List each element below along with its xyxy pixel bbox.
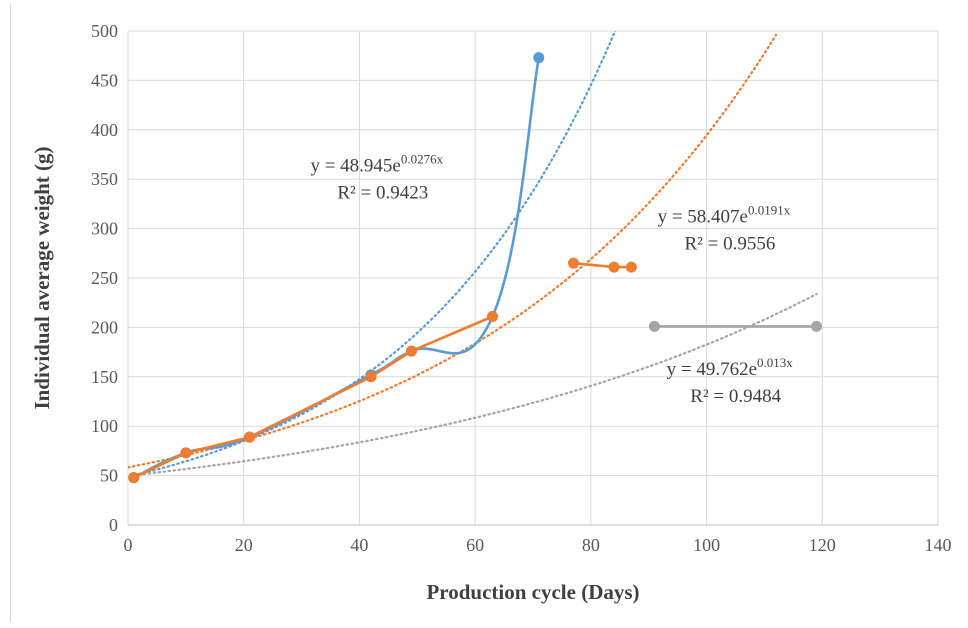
series-1-point <box>406 345 417 357</box>
y-tick-label: 500 <box>91 21 118 41</box>
y-tick-label: 350 <box>91 169 118 189</box>
r2-blue: R² = 0.9423 <box>337 182 428 203</box>
series-1-point <box>568 257 579 269</box>
trendline-0 <box>132 31 617 477</box>
x-tick-label: 100 <box>693 535 720 555</box>
y-tick-label: 50 <box>100 466 118 486</box>
y-tick-label: 450 <box>91 70 118 90</box>
x-tick-label: 0 <box>124 535 133 555</box>
trendline-2 <box>132 293 818 477</box>
growth-chart: 0 50 100 150 200 250 300 350 400 450 500 0 20 40 60 80 1… <box>30 21 952 604</box>
y-tick-label: 150 <box>91 367 118 387</box>
y-axis-title: Individual average weight (g) <box>30 146 54 409</box>
trend-equations: y = 48.945e0.0276x R² = 0.9423 y = 58.40… <box>310 151 793 407</box>
series-2-point <box>811 320 822 332</box>
r2-orange: R² = 0.9556 <box>685 234 776 255</box>
series-1-line-0 <box>133 315 494 479</box>
equation-orange: y = 58.407e0.0191x <box>658 203 791 228</box>
chart-frame: 0 50 100 150 200 250 300 350 400 450 500 0 20 40 60 80 1… <box>10 4 963 622</box>
data-series <box>128 52 822 484</box>
x-tick-label: 140 <box>925 535 952 555</box>
y-tick-label: 400 <box>91 120 118 140</box>
y-tick-label: 100 <box>91 416 118 436</box>
series-1-point <box>625 261 637 273</box>
series-1-point <box>128 472 140 484</box>
axis-ticks: 0 50 100 150 200 250 300 350 400 450 500 0 20 40 60 80 1… <box>91 21 952 555</box>
series-1-point <box>365 371 377 383</box>
y-tick-label: 0 <box>109 515 118 535</box>
x-tick-label: 80 <box>582 535 600 555</box>
equation-blue: y = 48.945e0.0276x <box>310 151 443 176</box>
series-1-point <box>244 431 255 443</box>
series-1-point <box>608 261 620 273</box>
trendline-1 <box>128 33 778 469</box>
x-tick-label: 40 <box>350 535 368 555</box>
x-tick-label: 120 <box>809 535 836 555</box>
equation-gray: y = 49.762e0.013x <box>667 355 794 380</box>
r2-gray: R² = 0.9484 <box>690 386 781 407</box>
series-2-point <box>649 320 660 332</box>
x-tick-label: 20 <box>235 535 253 555</box>
grid <box>127 30 939 526</box>
series-0-point <box>533 52 545 64</box>
y-tick-label: 200 <box>91 317 118 337</box>
x-tick-label: 60 <box>466 535 484 555</box>
series-1-point <box>487 311 498 323</box>
series-1-point <box>180 447 192 459</box>
x-axis-title: Production cycle (Days) <box>426 580 639 604</box>
y-tick-label: 300 <box>91 219 118 239</box>
y-tick-label: 250 <box>91 268 118 288</box>
